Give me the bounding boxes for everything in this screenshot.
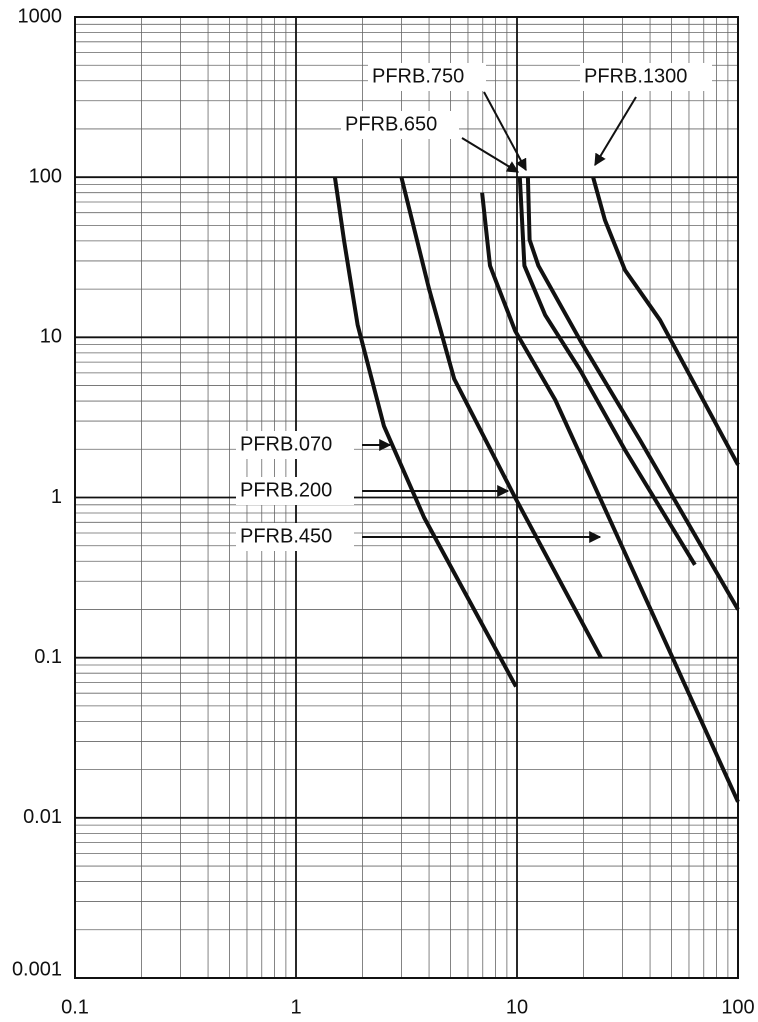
series-line — [399, 176, 603, 659]
series-line — [517, 177, 697, 566]
y-tick-label: 0.1 — [34, 646, 62, 668]
x-tick-label: 1 — [290, 996, 301, 1018]
y-tick-label: 0.001 — [12, 958, 62, 980]
series-label: PFRB.650 — [345, 113, 437, 135]
y-tick-label: 100 — [29, 165, 62, 187]
series-line — [332, 176, 518, 688]
x-tick-label: 100 — [721, 996, 754, 1018]
y-tick-label: 1000 — [18, 5, 63, 27]
label-arrow — [594, 96, 637, 167]
series-line — [480, 192, 740, 803]
series-line — [525, 177, 740, 611]
x-tick-label: 10 — [506, 996, 528, 1018]
series-label: PFRB.1300 — [584, 65, 687, 87]
y-tick-label: 1 — [51, 486, 62, 508]
label-box — [236, 477, 354, 505]
plot-frame — [74, 16, 739, 979]
label-box — [236, 431, 354, 459]
label-box — [580, 63, 712, 91]
y-tick-label: 10 — [40, 326, 62, 348]
label-box — [236, 523, 354, 551]
label-box — [368, 63, 486, 91]
series-label: PFRB.070 — [240, 433, 332, 455]
series-label: PFRB.450 — [240, 525, 332, 547]
label-box — [341, 111, 459, 139]
series-label: PFRB.750 — [372, 65, 464, 87]
series-line — [591, 176, 740, 466]
series-label: PFRB.200 — [240, 479, 332, 501]
label-arrow — [461, 137, 520, 173]
y-tick-label: 0.01 — [23, 806, 62, 828]
x-tick-label: 0.1 — [61, 996, 89, 1018]
label-arrow — [483, 91, 527, 172]
